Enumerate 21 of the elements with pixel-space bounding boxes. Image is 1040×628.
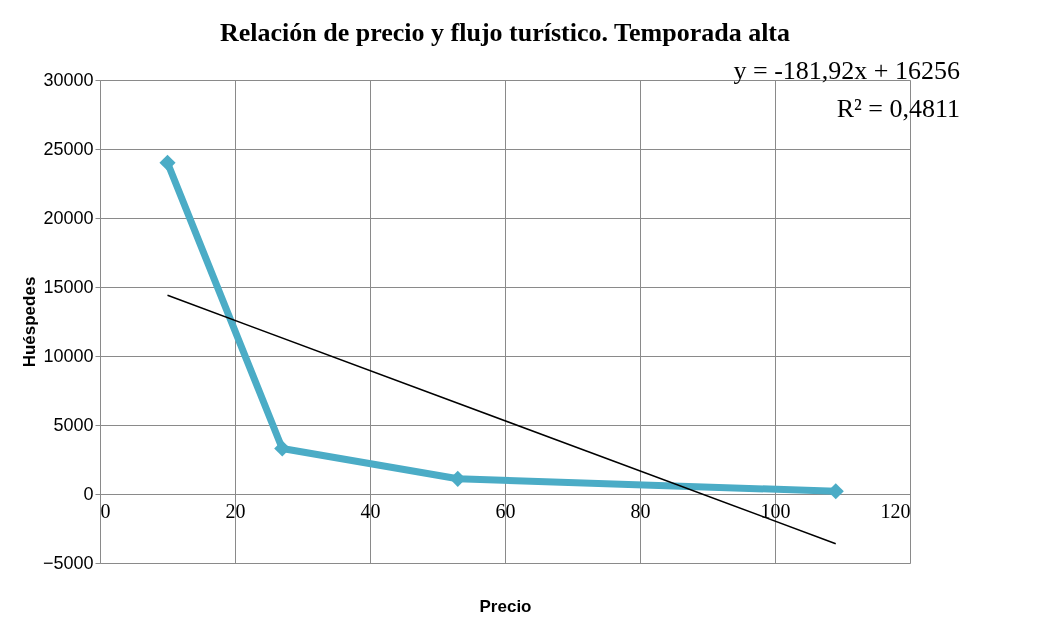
y-tick-label: 0 [83, 483, 94, 504]
x-tick-label: 100 [760, 499, 791, 522]
y-tick-label: 20000 [43, 207, 94, 228]
annotation: y = -181,92x + 16256 [733, 56, 960, 85]
x-tick-label: 60 [495, 499, 516, 522]
x-tick-label: 20 [225, 499, 246, 522]
x-axis-title: Precio [479, 596, 532, 616]
x-tick-label: 120 [880, 499, 911, 522]
y-tick-label: 30000 [43, 69, 94, 90]
y-tick-label: 25000 [43, 138, 94, 159]
x-tick-label: 40 [360, 499, 381, 522]
chart-title: Relación de precio y flujo turístico. Temporada alta [219, 18, 791, 47]
point [159, 154, 176, 171]
y-axis-title: Huéspedes [19, 276, 39, 368]
annotation: R² = 0,4811 [836, 94, 960, 123]
x-tick-label: 0 [100, 499, 111, 522]
y-tick-label: −5000 [42, 552, 94, 573]
y-tick-label: 5000 [53, 414, 94, 435]
y-tick-label: 15000 [43, 276, 94, 297]
y-tick-label: 10000 [43, 345, 94, 366]
x-tick-label: 80 [630, 499, 651, 522]
